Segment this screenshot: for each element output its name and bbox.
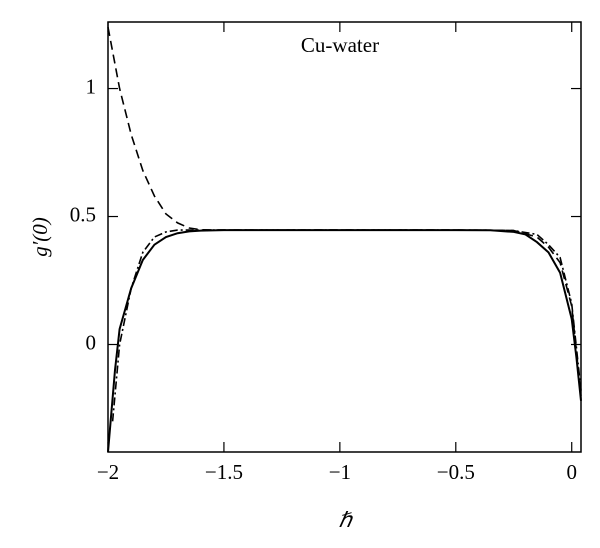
x-tick-label: −1 [329, 460, 351, 484]
y-tick-label: 0.5 [70, 202, 96, 226]
line-series [107, 229, 582, 453]
x-tick-label: 0 [566, 460, 577, 484]
x-tick-label: −1.5 [205, 460, 243, 484]
y-axis-label: g′(0) [28, 217, 52, 257]
x-axis-label: ℏ [338, 508, 353, 532]
line-series [107, 26, 582, 396]
y-tick-label: 0 [86, 330, 97, 354]
plot-frame [107, 21, 582, 453]
x-tick-label: −2 [97, 460, 119, 484]
x-tick-label: −0.5 [437, 460, 475, 484]
annotation: Cu-water [301, 33, 379, 57]
line-series [111, 229, 582, 422]
y-tick-label: 1 [86, 74, 97, 98]
